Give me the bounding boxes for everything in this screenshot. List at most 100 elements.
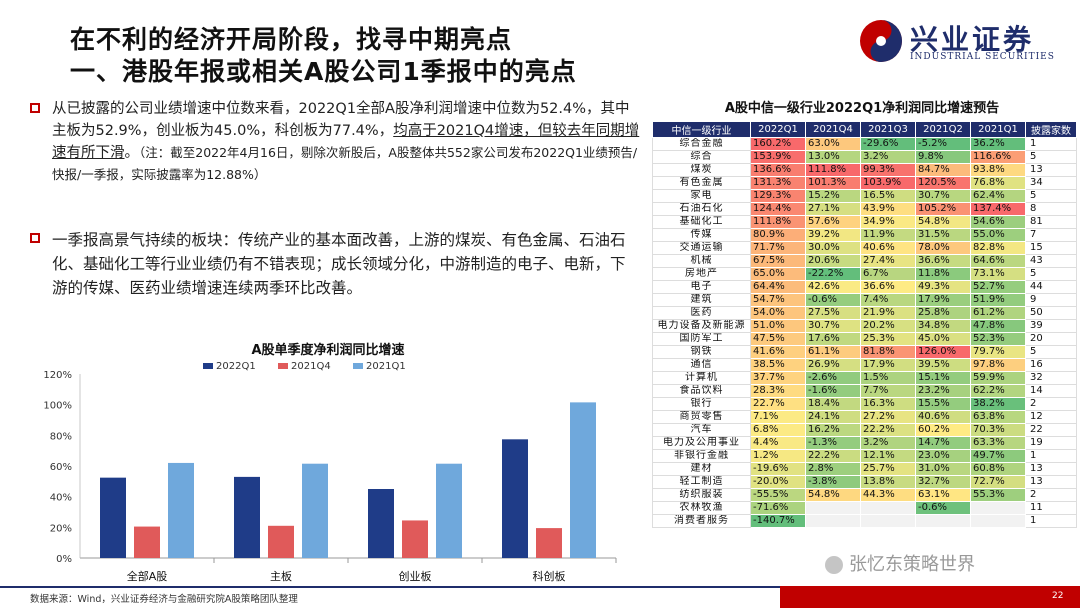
disclosure-count-cell: 19 xyxy=(1025,436,1077,450)
growth-value-cell: -29.6% xyxy=(860,137,916,151)
growth-value-cell: 60.2% xyxy=(915,423,971,437)
legend-swatch-2021Q4 xyxy=(278,363,288,369)
table-header-cell: 2021Q4 xyxy=(805,121,861,138)
growth-value-cell: 30.7% xyxy=(805,319,861,333)
growth-value-cell: 28.3% xyxy=(750,384,806,398)
growth-value-cell: 16.2% xyxy=(805,423,861,437)
disclosure-count-cell: 9 xyxy=(1025,293,1077,307)
growth-value-cell: -55.5% xyxy=(750,488,806,502)
growth-value-cell: -0.6% xyxy=(805,293,861,307)
table-header-cell: 中信一级行业 xyxy=(652,121,751,138)
growth-value-cell: -0.6% xyxy=(915,501,971,515)
bullet-1-part1: 从已披露的公司业绩增速中位数来看，2022Q1全部A股净利润增速中位数为52.4… xyxy=(52,101,630,139)
disclosure-count-cell: 81 xyxy=(1025,215,1077,229)
table-row: 电力及公用事业 4.4% -1.3% 3.2% 14.7% 63.3% 19 xyxy=(652,436,1077,450)
disclosure-count-cell: 43 xyxy=(1025,254,1077,268)
growth-value-cell: 61.1% xyxy=(805,345,861,359)
growth-value-cell: 54.8% xyxy=(805,488,861,502)
industry-name-cell: 国防军工 xyxy=(652,332,751,346)
growth-value-cell: 44.3% xyxy=(860,488,916,502)
disclosure-count-cell: 1 xyxy=(1025,137,1077,151)
disclosure-count-cell: 2 xyxy=(1025,488,1077,502)
growth-value-cell: 7.4% xyxy=(860,293,916,307)
growth-value-cell: 55.0% xyxy=(970,228,1026,242)
page-title-line2: 一、港股年报或相关A股公司1季报中的亮点 xyxy=(70,57,577,86)
growth-value-cell: 103.9% xyxy=(860,176,916,190)
bullet-1: 从已披露的公司业绩增速中位数来看，2022Q1全部A股净利润增速中位数为52.4… xyxy=(30,98,640,186)
industry-name-cell: 医药 xyxy=(652,306,751,320)
growth-value-cell: 1.2% xyxy=(750,449,806,463)
growth-value-cell: 79.7% xyxy=(970,345,1026,359)
growth-value-cell: 54.0% xyxy=(750,306,806,320)
logo-text-en: INDUSTRIAL SECURITIES xyxy=(910,52,1055,62)
growth-value-cell: 61.2% xyxy=(970,306,1026,320)
growth-value-cell: 15.1% xyxy=(915,371,971,385)
bar-2021Q1-全部A股 xyxy=(168,462,194,558)
table-row: 商贸零售 7.1% 24.1% 27.2% 40.6% 63.8% 12 xyxy=(652,410,1077,424)
growth-value-cell: 36.6% xyxy=(860,280,916,294)
legend-label-2022Q1: 2022Q1 xyxy=(216,361,256,372)
growth-value-cell: -3.8% xyxy=(805,475,861,489)
growth-value-cell: 116.6% xyxy=(970,150,1026,164)
bar-2022Q1-科创板 xyxy=(502,439,528,558)
growth-value-cell: 38.2% xyxy=(970,397,1026,411)
growth-value-cell: 39.5% xyxy=(915,358,971,372)
table-header-row: 中信一级行业 2022Q1 2021Q4 2021Q3 2021Q2 2021Q1 披露家数 xyxy=(652,121,1077,138)
growth-value-cell: 43.9% xyxy=(860,202,916,216)
growth-value-cell: 17.6% xyxy=(805,332,861,346)
industry-name-cell: 农林牧渔 xyxy=(652,501,751,515)
table-row: 综合金融 160.2% 63.0% -29.6% -5.2% 36.2% 1 xyxy=(652,137,1077,151)
growth-value-cell: 126.0% xyxy=(915,345,971,359)
bar-2021Q1-主板 xyxy=(302,463,328,558)
growth-value-cell: 37.7% xyxy=(750,371,806,385)
table-row: 医药 54.0% 27.5% 21.9% 25.8% 61.2% 50 xyxy=(652,306,1077,320)
growth-value-cell: 22.2% xyxy=(805,449,861,463)
growth-value-cell: 25.8% xyxy=(915,306,971,320)
growth-value-cell: 54.7% xyxy=(750,293,806,307)
growth-value-cell: 129.3% xyxy=(750,189,806,203)
growth-value-cell: 17.9% xyxy=(860,358,916,372)
bullet-1-underline: 均高于2021Q4增速，但较去年同期增速有所下滑 xyxy=(52,123,640,161)
chart-title: A股单季度净利润同比增速 xyxy=(251,342,404,358)
bullet-2-text: 一季报高景气持续的板块：传统产业的基本面改善，上游的煤炭、有色金属、石油石化、基… xyxy=(52,231,626,297)
industry-name-cell: 机械 xyxy=(652,254,751,268)
growth-value-cell: 27.5% xyxy=(805,306,861,320)
growth-value-cell: 62.2% xyxy=(970,384,1026,398)
growth-value-cell: 51.9% xyxy=(970,293,1026,307)
disclosure-count-cell: 5 xyxy=(1025,189,1077,203)
growth-value-cell: 3.2% xyxy=(860,436,916,450)
table-row: 房地产 65.0% -22.2% 6.7% 11.8% 73.1% 5 xyxy=(652,267,1077,281)
growth-value-cell: 25.7% xyxy=(860,462,916,476)
x-tick-label: 主板 xyxy=(270,569,292,583)
growth-value-cell: 55.3% xyxy=(970,488,1026,502)
growth-value-cell: 76.8% xyxy=(970,176,1026,190)
growth-value-cell: 105.2% xyxy=(915,202,971,216)
growth-value-cell: 63.0% xyxy=(805,137,861,151)
table-row: 纺织服装 -55.5% 54.8% 44.3% 63.1% 55.3% 2 xyxy=(652,488,1077,502)
growth-value-cell: 49.3% xyxy=(915,280,971,294)
bar-2021Q1-科创板 xyxy=(570,402,596,558)
table-row: 非银行金融 1.2% 22.2% 12.1% 23.0% 49.7% 1 xyxy=(652,449,1077,463)
bar-2022Q1-全部A股 xyxy=(100,477,126,558)
table-row: 国防军工 47.5% 17.6% 25.3% 45.0% 52.3% 20 xyxy=(652,332,1077,346)
disclosure-count-cell: 5 xyxy=(1025,267,1077,281)
industry-name-cell: 消费者服务 xyxy=(652,514,751,528)
growth-value-cell: 14.7% xyxy=(915,436,971,450)
growth-value-cell: 64.6% xyxy=(970,254,1026,268)
y-tick-label: 40% xyxy=(50,493,72,504)
industry-name-cell: 基础化工 xyxy=(652,215,751,229)
company-logo: 兴业证券 INDUSTRIAL SECURITIES xyxy=(858,18,1068,66)
growth-value-cell: 67.5% xyxy=(750,254,806,268)
disclosure-count-cell: 11 xyxy=(1025,501,1077,515)
growth-value-cell: 12.1% xyxy=(860,449,916,463)
industry-growth-table: 中信一级行业 2022Q1 2021Q4 2021Q3 2021Q2 2021Q1 披露家数… xyxy=(652,121,1077,528)
industry-name-cell: 电力及公用事业 xyxy=(652,436,751,450)
disclosure-count-cell: 2 xyxy=(1025,397,1077,411)
growth-value-cell: 16.3% xyxy=(860,397,916,411)
growth-value-cell: 84.7% xyxy=(915,163,971,177)
growth-value-cell: 15.5% xyxy=(915,397,971,411)
growth-value-cell: 11.9% xyxy=(860,228,916,242)
industry-name-cell: 电力设备及新能源 xyxy=(652,319,751,333)
bar-2021Q4-科创板 xyxy=(536,528,562,558)
growth-value-cell: 9.8% xyxy=(915,150,971,164)
